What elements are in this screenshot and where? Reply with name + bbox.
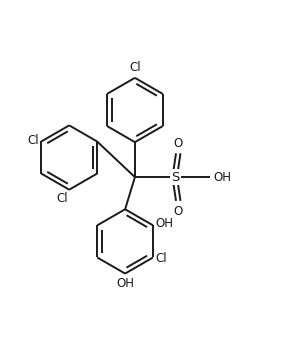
Text: Cl: Cl xyxy=(28,134,39,147)
Text: O: O xyxy=(174,205,183,217)
Text: OH: OH xyxy=(156,217,174,230)
Text: O: O xyxy=(174,137,183,150)
Text: OH: OH xyxy=(116,277,134,290)
Text: Cl: Cl xyxy=(129,61,141,75)
Text: S: S xyxy=(171,171,180,183)
Text: Cl: Cl xyxy=(56,192,68,206)
Text: Cl: Cl xyxy=(156,252,167,265)
Text: OH: OH xyxy=(213,171,231,183)
